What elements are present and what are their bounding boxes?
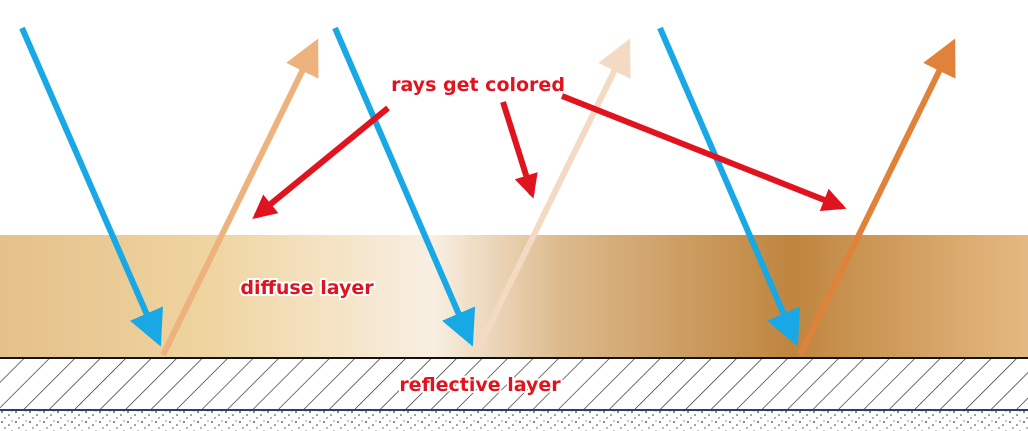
reflective-hatch — [0, 358, 1028, 410]
callout-arrow — [500, 101, 538, 199]
incident-ray — [332, 26, 476, 347]
callout-arrow — [560, 93, 847, 212]
callout-label: rays get colored — [391, 74, 565, 96]
reflected-ray — [472, 38, 631, 357]
callout-arrow — [252, 105, 390, 220]
reflective-label: reflective layer — [399, 374, 561, 396]
diffuse-label: diffuse layer — [240, 277, 374, 299]
reflected-ray — [160, 38, 319, 357]
reflected-ray — [797, 38, 956, 357]
diffuse-band — [0, 235, 1028, 358]
substrate — [0, 410, 1028, 431]
incident-ray — [19, 26, 163, 347]
incident-ray — [657, 26, 801, 347]
